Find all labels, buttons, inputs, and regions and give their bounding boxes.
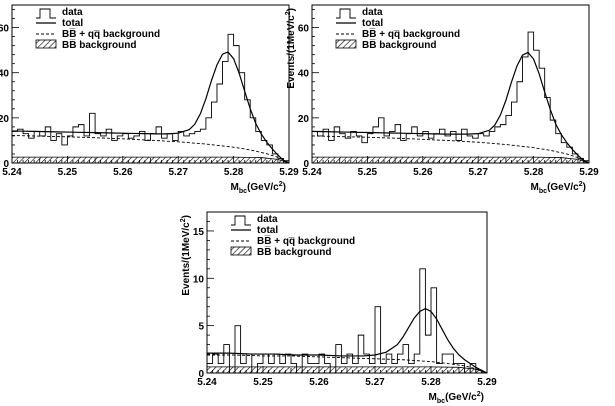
x-tick-label: 5.29 (279, 167, 299, 178)
legend-bb-symbol (335, 39, 357, 49)
x-tick-label: 5.25 (58, 167, 78, 178)
continuum-background-curve (311, 135, 590, 164)
x-tick-label: 5.26 (413, 167, 433, 178)
x-tick-label: 5.27 (365, 377, 385, 388)
legend-bb-symbol (35, 39, 57, 49)
x-axis-label: Mbc(GeV/c2) (531, 181, 586, 195)
total-fit-curve (207, 307, 488, 374)
total-fit-curve (311, 51, 590, 164)
x-tick-label: 5.24 (2, 167, 22, 178)
legend-bb-label: BB̅ background (257, 246, 331, 258)
x-tick-label: 5.28 (224, 167, 244, 178)
legend-data-symbol (36, 8, 56, 19)
x-tick-label: 5.29 (477, 377, 497, 388)
x-tick-label: 5.27 (468, 167, 488, 178)
y-tick-label: 20 (0, 114, 9, 125)
x-tick-label: 5.26 (113, 167, 133, 178)
y-tick-label: 0 (303, 159, 309, 170)
y-tick-label: 40 (0, 69, 9, 80)
legend-data-label: data (62, 7, 83, 18)
x-tick-label: 5.26 (309, 377, 329, 388)
x-tick-label: 5.25 (253, 377, 273, 388)
y-tick-label: 20 (298, 114, 310, 125)
legend-data-symbol (336, 8, 356, 19)
y-tick-label: 15 (193, 227, 205, 238)
y-tick-label: 0 (3, 159, 9, 170)
legend-total-label: total (362, 18, 383, 29)
y-tick-label: 5 (198, 322, 204, 333)
x-tick-label: 5.24 (197, 377, 217, 388)
continuum-background-curve (11, 135, 290, 164)
legend-data-label: data (257, 214, 278, 225)
y-tick-label: 0 (198, 369, 204, 380)
x-tick-label: 5.24 (302, 167, 322, 178)
y-tick-label: 10 (193, 274, 205, 285)
panel-2: 5.24 5.25 5.26 5.27 5.28 5.29 0 20 40 60 Mbc(GeV/c… (285, 4, 599, 195)
legend-bb-symbol (230, 246, 252, 256)
x-tick-label: 5.25 (358, 167, 378, 178)
y-tick-label: 60 (0, 24, 9, 35)
y-axis-label: Events/(1MeV/c2) (180, 215, 192, 296)
x-tick-label: 5.27 (168, 167, 188, 178)
data-histogram (311, 31, 590, 163)
legend-data-label: data (362, 7, 383, 18)
panel-3: 5.24 5.25 5.26 5.27 5.28 5.29 0 5 10 15 Mbc(GeV/c2… (180, 211, 497, 405)
panel-1: 5.24 5.25 5.26 5.27 5.28 5.29 0 20 40 60 Mbc(GeV/c… (0, 4, 299, 195)
y-axis-label: Events/(1MeV/c2) (285, 8, 297, 89)
legend-continuum-label: BB̅ + qq̅ background (257, 235, 355, 247)
legend-bb-label: BB̅ background (362, 39, 436, 51)
legend-total-label: total (257, 225, 278, 236)
legend-data-symbol (231, 215, 251, 226)
legend-bb-label: BB̅ background (62, 39, 136, 51)
data-histogram (206, 268, 487, 374)
legend-continuum-label: BB̅ + qq̅ background (362, 28, 460, 40)
x-axis-label: Mbc(GeV/c2) (429, 391, 484, 405)
legend-continuum-label: BB̅ + qq̅ background (62, 28, 160, 40)
x-tick-label: 5.28 (524, 167, 544, 178)
y-tick-label: 60 (298, 24, 310, 35)
continuum-background-curve (207, 354, 488, 374)
x-tick-label: 5.28 (421, 377, 441, 388)
x-tick-label: 5.29 (579, 167, 599, 178)
y-tick-label: 40 (298, 69, 310, 80)
data-histogram (11, 33, 290, 163)
x-axis-label: Mbc(GeV/c2) (231, 181, 286, 195)
total-fit-curve (11, 51, 290, 164)
legend-total-label: total (62, 18, 83, 29)
